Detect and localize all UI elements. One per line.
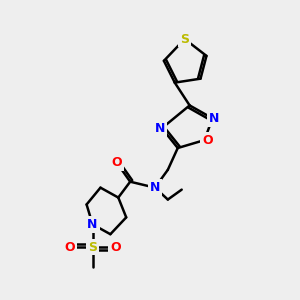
Text: S: S bbox=[88, 241, 97, 254]
Text: N: N bbox=[150, 181, 160, 194]
Text: N: N bbox=[209, 112, 220, 125]
Text: O: O bbox=[111, 156, 122, 170]
Text: N: N bbox=[155, 122, 165, 135]
Text: O: O bbox=[110, 241, 121, 254]
Text: N: N bbox=[87, 218, 98, 231]
Text: O: O bbox=[202, 134, 213, 147]
Text: S: S bbox=[180, 32, 189, 46]
Text: O: O bbox=[64, 241, 75, 254]
